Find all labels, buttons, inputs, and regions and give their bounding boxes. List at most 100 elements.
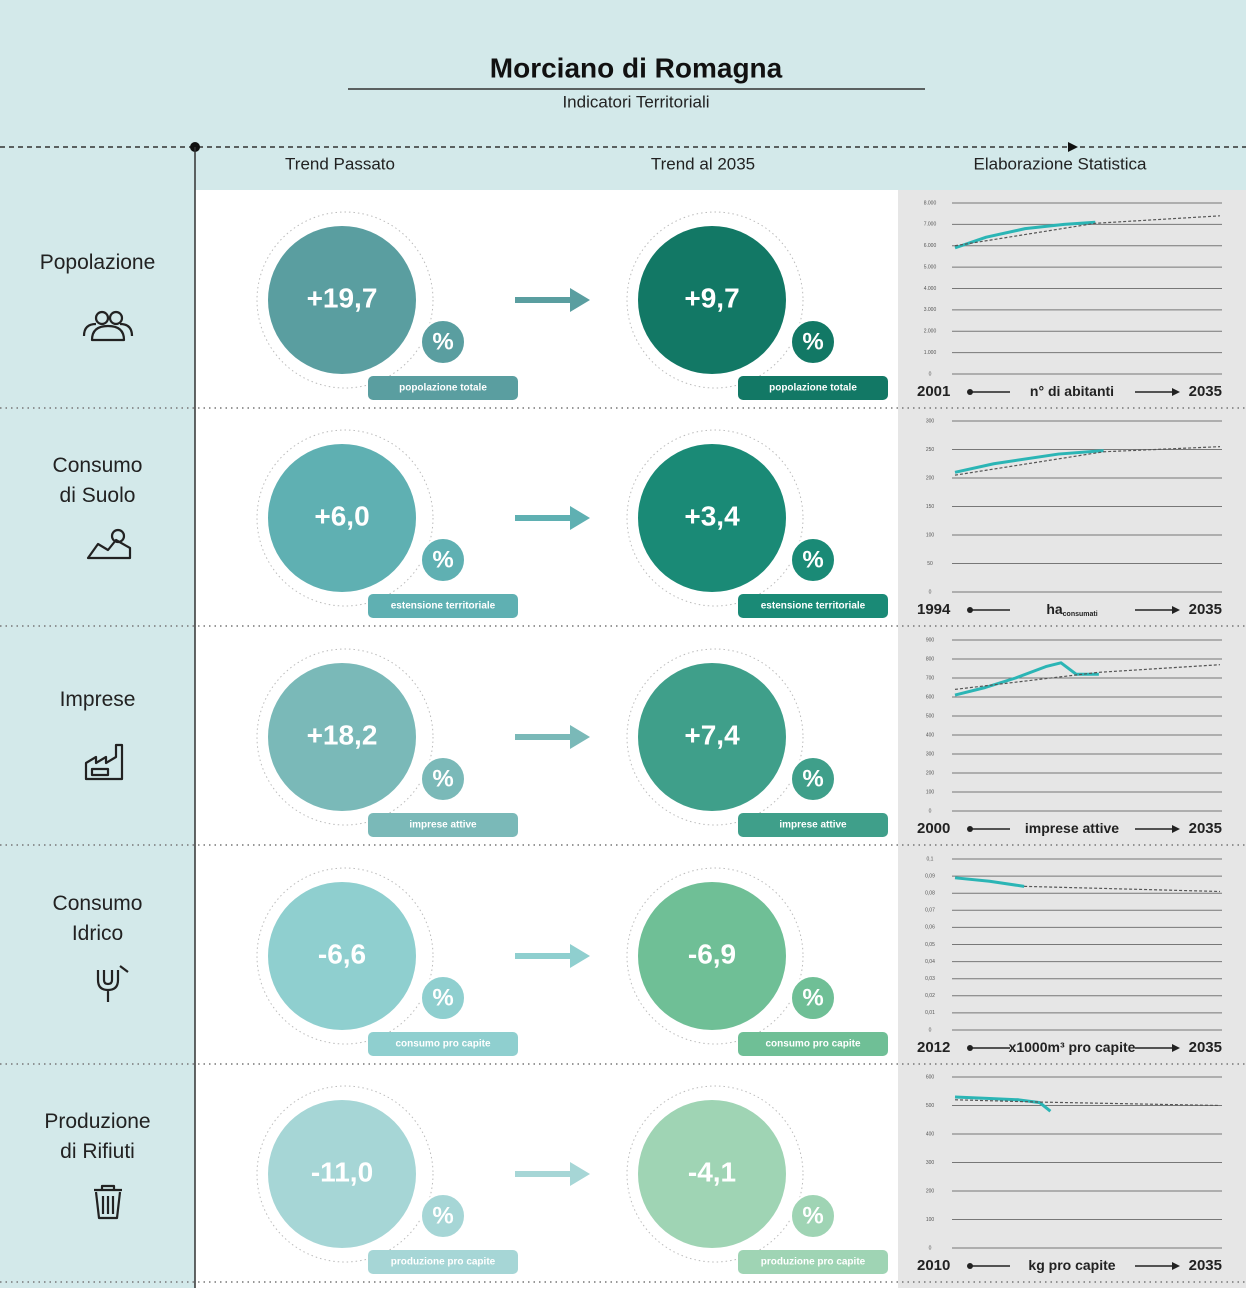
row-icon [82,310,134,342]
caption-text: estensione territoriale [391,601,496,612]
x-unit-sub: consumati [1063,611,1098,618]
observed-line [954,876,1025,888]
value-text: -6,9 [688,938,736,969]
x-start: 2000 [917,820,950,837]
projection-line [954,664,1221,690]
y-tick-label: 300 [926,1160,935,1166]
value-circle [268,226,416,374]
y-tick-label: 0 [929,371,932,377]
x-unit-label: imprese attive [1025,820,1119,836]
trend-arrow-head [570,288,590,312]
row-label-box: Produzione di Rifiuti [44,1110,151,1163]
caption-text: produzione pro capite [391,1257,496,1268]
unit-circle [790,319,836,365]
outer-ring [626,429,804,607]
row-label-box: Popolazione [40,251,156,274]
value-text: -4,1 [688,1156,736,1187]
axis-arrow [1172,1262,1180,1270]
value-circle [268,882,416,1030]
unit-circle [790,1193,836,1239]
y-tick-label: 400 [926,1131,935,1137]
observed-line [954,220,1096,250]
value-circle [638,882,786,1030]
value-circle [638,226,786,374]
timeline-arrow [1068,142,1078,152]
unit-circle [420,756,466,802]
row-icon [94,1184,122,1220]
value-text: +19,7 [307,282,378,313]
y-tick-label: 0,07 [925,908,935,914]
y-tick-label: 0,01 [925,1010,935,1016]
y-tick-label: 8.000 [924,200,937,206]
value-circle [638,444,786,592]
value-text: -6,6 [318,938,366,969]
outer-ring [256,429,434,607]
y-tick-label: 200 [926,475,935,481]
outer-ring [256,1085,434,1263]
axis-arrow [1172,1044,1180,1052]
x-unit-main: kg pro capite [1028,1257,1115,1273]
caption-text: popolazione totale [399,383,487,394]
caption-pill [368,1032,518,1056]
caption-text: consumo pro capite [395,1039,490,1050]
x-unit-label: x1000m³ pro capite [1009,1039,1136,1055]
unit-text: % [432,1202,453,1229]
x-unit-main: ha [1046,601,1063,617]
unit-circle [420,1193,466,1239]
column-header: Elaborazione Statistica [974,154,1147,173]
y-tick-label: 800 [926,656,935,662]
y-tick-label: 0,03 [925,976,935,982]
y-tick-label: 500 [926,713,935,719]
y-tick-label: 400 [926,732,935,738]
x-start: 2010 [917,1257,950,1274]
outer-ring [256,867,434,1045]
y-tick-label: 0,04 [925,959,935,965]
unit-circle [420,537,466,583]
x-unit-main: n° di abitanti [1030,383,1114,399]
x-start: 2012 [917,1039,950,1056]
y-tick-label: 700 [926,675,935,681]
x-unit-label: n° di abitanti [1030,383,1114,399]
x-start: 2001 [917,383,950,400]
value-circle [268,1100,416,1248]
projection-line [954,215,1221,247]
projection-line [1024,885,1221,893]
caption-pill [738,813,888,837]
outer-ring [626,1085,804,1263]
caption-pill [738,376,888,400]
row-label-box: Consumo Idrico [53,892,143,945]
row-label: Produzione di Rifiuti [44,1110,151,1163]
y-tick-label: 5.000 [924,264,937,270]
unit-text: % [432,546,453,573]
x-end: 2035 [1189,820,1222,837]
y-tick-label: 7.000 [924,222,937,228]
trend-arrow-head [570,1162,590,1186]
x-start: 1994 [917,601,951,618]
y-tick-label: 500 [926,1103,935,1109]
axis-arrow [1172,388,1180,396]
y-tick-label: 2.000 [924,329,937,335]
unit-circle [420,319,466,365]
x-end: 2035 [1189,1039,1222,1056]
y-tick-label: 100 [926,789,935,795]
y-tick-label: 0,08 [925,891,935,897]
observed-line [954,1095,1052,1113]
x-unit-label: haconsumati [1046,601,1097,618]
caption-pill [368,594,518,618]
x-unit-main: x1000m³ pro capite [1009,1039,1136,1055]
y-tick-label: 250 [926,447,935,453]
y-tick-label: 6.000 [924,243,937,249]
trend-arrow-head [570,506,590,530]
y-tick-label: 600 [926,1074,935,1080]
trend-arrow-head [570,725,590,749]
unit-text: % [802,765,823,792]
unit-text: % [432,328,453,355]
outer-ring [256,648,434,826]
y-tick-label: 0 [929,1027,932,1033]
unit-text: % [802,328,823,355]
x-end: 2035 [1189,1257,1222,1274]
y-tick-label: 0 [929,808,932,814]
caption-text: consumo pro capite [765,1039,860,1050]
unit-text: % [432,765,453,792]
y-tick-label: 50 [927,561,933,567]
